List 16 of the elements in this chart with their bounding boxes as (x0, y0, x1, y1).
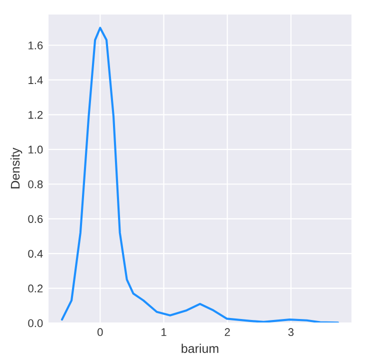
y-tick-label: 0.6 (28, 215, 43, 223)
line-series (60, 26, 340, 323)
x-tick-label: 1 (162, 328, 166, 336)
x-tick-label: 3 (288, 328, 294, 336)
y-tick-label: 1.0 (28, 146, 43, 154)
y-tick-label: 1.6 (28, 42, 43, 50)
y-tick-label: 1.2 (28, 110, 43, 119)
x-axis-title: barium (182, 344, 218, 353)
y-tick-label: 1.4 (28, 76, 43, 84)
y-tick-label: 0.4 (28, 250, 43, 258)
x-tick-label: 0 (97, 328, 103, 336)
x-tick-label: 2 (224, 328, 230, 336)
y-tick-label: 0.2 (28, 284, 43, 292)
y-tick-label: 0.0 (28, 319, 43, 328)
y-tick-label: 0.8 (28, 180, 43, 188)
y-axis-title: Density (10, 148, 22, 188)
